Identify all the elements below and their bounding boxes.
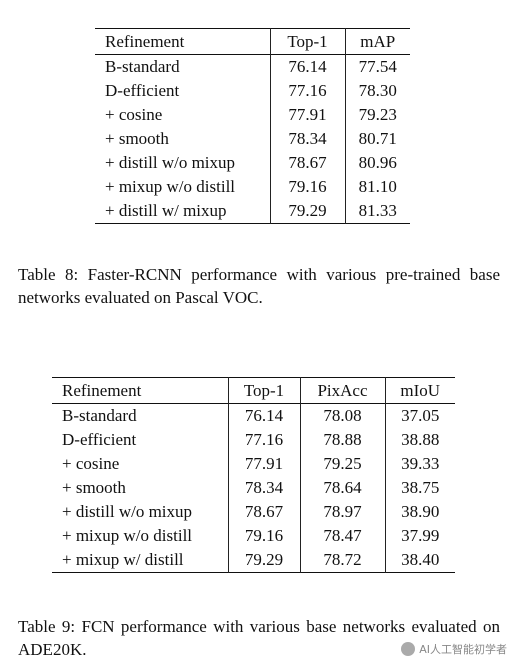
value-cell: 78.34: [269, 127, 345, 151]
value-cell: 78.97: [299, 500, 385, 524]
table-row: + cosine 77.91 79.23: [95, 103, 410, 127]
value-cell: 38.40: [384, 548, 455, 573]
row-label: + mixup w/o distill: [62, 526, 193, 545]
row-label: + cosine: [105, 105, 163, 124]
value-cell: 79.29: [269, 199, 345, 224]
value-cell: 80.96: [344, 151, 410, 175]
value-cell: 77.54: [344, 54, 410, 79]
table-row: B-standard 76.14 77.54: [95, 54, 410, 79]
table-row: D-efficient 77.16 78.30: [95, 79, 410, 103]
table-8: Refinement Top-1 mAP B-standard 76.14 77.54 D-…: [95, 28, 410, 224]
table-9-caption: Table 9: FCN performance with various ba…: [18, 617, 500, 659]
table-row: B-standard 76.14 78.08 37.05: [52, 403, 455, 428]
value-cell: 38.88: [384, 428, 455, 452]
row-label: + distill w/o mixup: [105, 153, 236, 172]
header-cell: Top-1: [269, 28, 345, 55]
table-9: Refinement Top-1 PixAcc mIoU B-standard 76.14…: [52, 377, 455, 573]
row-label: + distill w/o mixup: [62, 502, 193, 521]
row-label: D-efficient: [105, 81, 180, 100]
value-cell: 37.99: [384, 524, 455, 548]
row-label: + distill w/ mixup: [105, 201, 227, 220]
table-row: + distill w/o mixup 78.67 80.96: [95, 151, 410, 175]
header-cell: mIoU: [384, 377, 455, 404]
row-label: B-standard: [62, 406, 137, 425]
watermark: AI人工智能初学者: [401, 641, 507, 657]
value-cell: 81.10: [344, 175, 410, 199]
header-row: Refinement Top-1 PixAcc mIoU: [52, 377, 455, 404]
header-cell: Top-1: [227, 377, 300, 404]
table-header: Refinement Top-1 PixAcc mIoU: [52, 377, 455, 404]
value-cell: 76.14: [269, 54, 345, 79]
watermark-icon: [401, 642, 416, 656]
table-8-caption: Table 8: Faster-RCNN performance with va…: [18, 265, 500, 307]
table-row: + mixup w/o distill 79.16 81.10: [95, 175, 410, 199]
value-cell: 77.16: [269, 79, 345, 103]
table-row: + cosine 77.91 79.25 39.33: [52, 452, 455, 476]
value-cell: 78.30: [344, 79, 410, 103]
value-cell: 38.90: [384, 500, 455, 524]
value-cell: 78.67: [269, 151, 345, 175]
row-label: + mixup w/o distill: [105, 177, 236, 196]
value-cell: 39.33: [384, 452, 455, 476]
value-cell: 78.64: [299, 476, 385, 500]
table-row: + distill w/o mixup 78.67 78.97 38.90: [52, 500, 455, 524]
table-body: B-standard 76.14 77.54 D-efficient 77.16 78.3…: [95, 54, 410, 224]
value-cell: 80.71: [344, 127, 410, 151]
row-label: + smooth: [105, 129, 169, 148]
header-cell: PixAcc: [299, 377, 385, 404]
table-body: B-standard 76.14 78.08 37.05 D-efficient 77.1…: [52, 403, 455, 573]
value-cell: 79.16: [227, 524, 300, 548]
table-row: + mixup w/o distill 79.16 78.47 37.99: [52, 524, 455, 548]
value-cell: 78.34: [227, 476, 300, 500]
table-row: + mixup w/ distill 79.29 78.72 38.40: [52, 548, 455, 573]
row-label: + cosine: [62, 454, 120, 473]
table-row: D-efficient 77.16 78.88 38.88: [52, 428, 455, 452]
row-label: D-efficient: [62, 430, 137, 449]
value-cell: 78.67: [227, 500, 300, 524]
table-row: + distill w/ mixup 79.29 81.33: [95, 199, 410, 224]
table-row: + smooth 78.34 78.64 38.75: [52, 476, 455, 500]
row-label: + smooth: [62, 478, 126, 497]
value-cell: 37.05: [384, 403, 455, 428]
value-cell: 77.16: [227, 428, 300, 452]
value-cell: 79.23: [344, 103, 410, 127]
value-cell: 77.91: [227, 452, 300, 476]
header-cell: Refinement: [105, 31, 185, 51]
header-cell: mAP: [344, 28, 410, 55]
row-label: + mixup w/ distill: [62, 550, 184, 569]
value-cell: 76.14: [227, 403, 300, 428]
table-row: + smooth 78.34 80.71: [95, 127, 410, 151]
table-header: Refinement Top-1 mAP: [95, 28, 410, 55]
value-cell: 38.75: [384, 476, 455, 500]
value-cell: 79.25: [299, 452, 385, 476]
value-cell: 78.88: [299, 428, 385, 452]
header-row: Refinement Top-1 mAP: [95, 28, 410, 55]
watermark-text: AI人工智能初学者: [419, 643, 507, 656]
value-cell: 81.33: [344, 199, 410, 224]
row-label: B-standard: [105, 57, 180, 76]
value-cell: 78.47: [299, 524, 385, 548]
value-cell: 78.72: [299, 548, 385, 573]
value-cell: 79.16: [269, 175, 345, 199]
value-cell: 78.08: [299, 403, 385, 428]
value-cell: 79.29: [227, 548, 300, 573]
header-cell: Refinement: [62, 380, 142, 400]
value-cell: 77.91: [269, 103, 345, 127]
